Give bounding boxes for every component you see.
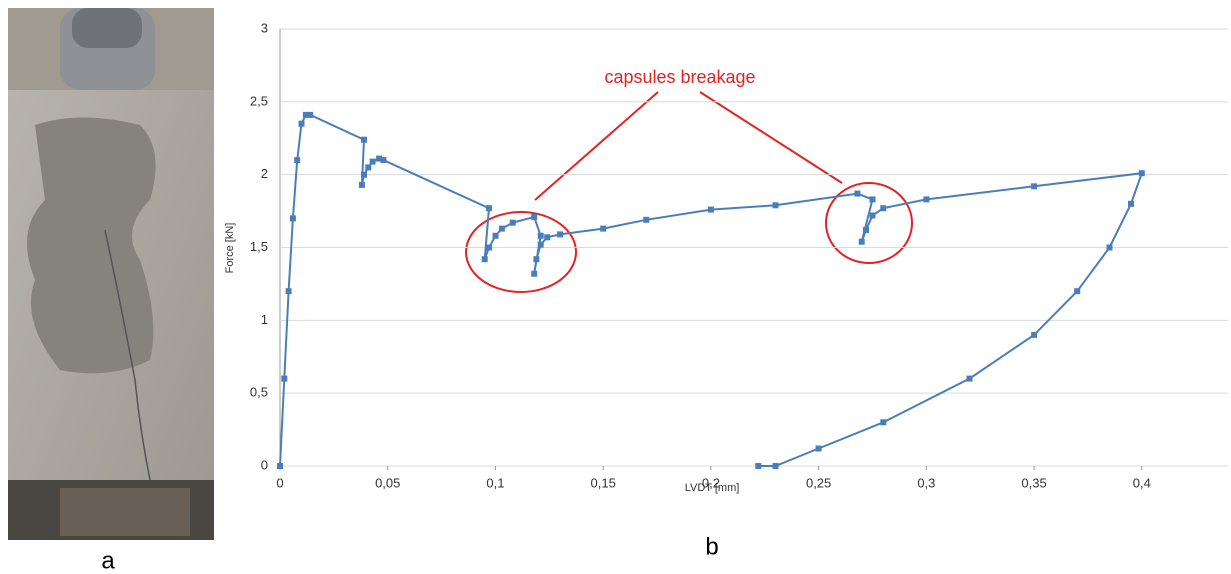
- x-tick-label: 0,15: [591, 475, 616, 490]
- annotation: capsules breakage: [465, 67, 913, 293]
- panel-label: a: [101, 547, 115, 574]
- x-axis-title: LVDT [mm]: [685, 482, 740, 494]
- x-tick-label: 0,1: [486, 475, 504, 490]
- y-tick-label: 1,5: [250, 239, 268, 254]
- y-tick-label: 0,5: [250, 385, 268, 400]
- y-tick-label: 3: [261, 20, 268, 35]
- x-tick-label: 0,05: [375, 475, 400, 490]
- x-tick-label: 0,4: [1133, 475, 1151, 490]
- x-tick-label: 0,25: [806, 475, 831, 490]
- y-axis-title: Force [kN]: [224, 223, 236, 274]
- x-tick-label: 0,35: [1021, 475, 1046, 490]
- x-tick-label: 0,3: [917, 475, 935, 490]
- x-tick-label: 0: [276, 475, 283, 490]
- annotation-text: capsules breakage: [604, 67, 755, 87]
- y-tick-label: 2,5: [250, 93, 268, 108]
- panel-label: b: [705, 533, 718, 560]
- x-tick-label: 0,2: [702, 475, 720, 490]
- data-line: [277, 111, 1145, 469]
- photo: [8, 8, 214, 540]
- y-tick-label: 0: [261, 457, 268, 472]
- y-tick-label: 2: [261, 166, 268, 181]
- y-tick-label: 1: [261, 312, 268, 327]
